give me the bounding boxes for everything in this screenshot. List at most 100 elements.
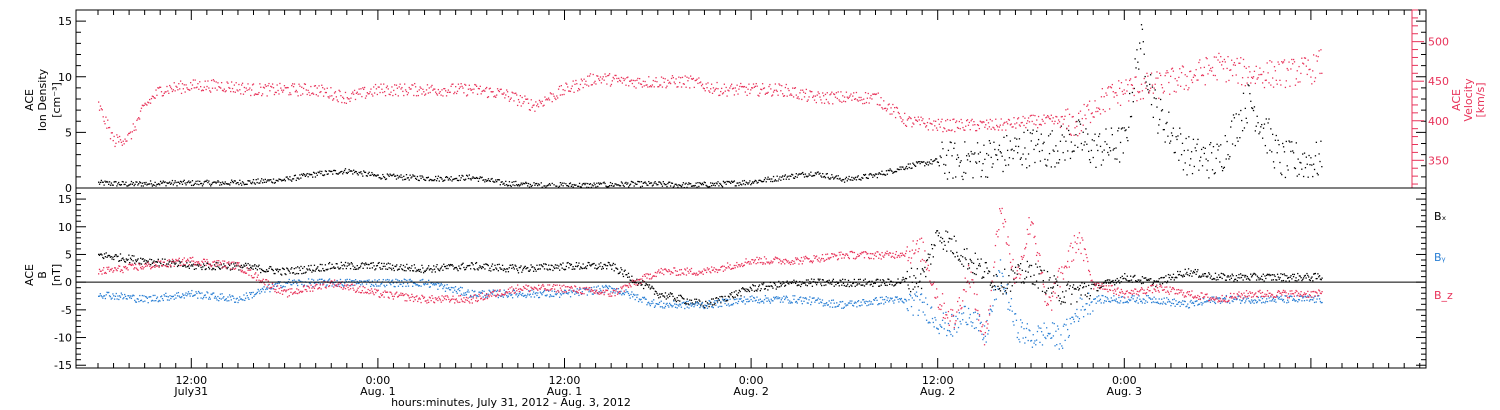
velocity-point bbox=[924, 126, 927, 128]
velocity-point bbox=[690, 78, 693, 80]
velocity-point bbox=[603, 79, 605, 81]
b-bx-point bbox=[1127, 280, 1129, 282]
velocity-point bbox=[926, 121, 929, 124]
b-bx-point bbox=[1312, 280, 1314, 282]
density-point bbox=[453, 178, 455, 180]
b-bx-point bbox=[1271, 279, 1273, 281]
density-point bbox=[142, 185, 144, 187]
density-point bbox=[134, 183, 136, 186]
b-bx-point bbox=[1078, 288, 1081, 290]
density-point bbox=[214, 181, 216, 183]
density-point bbox=[296, 177, 298, 179]
density-point bbox=[560, 184, 562, 186]
b-by-point bbox=[371, 280, 374, 282]
velocity-point bbox=[406, 94, 409, 96]
velocity-point bbox=[986, 128, 989, 130]
b-bx-point bbox=[995, 273, 997, 276]
b-bx-point bbox=[1037, 287, 1039, 289]
b-bx-point bbox=[956, 251, 958, 254]
density-point bbox=[457, 179, 460, 182]
b-bx-point bbox=[211, 269, 213, 271]
density-point bbox=[115, 181, 117, 183]
density-point bbox=[582, 182, 584, 185]
b-bx-point bbox=[550, 264, 552, 266]
velocity-point bbox=[1132, 87, 1134, 90]
b-bx-point bbox=[671, 293, 673, 295]
velocity-point bbox=[728, 90, 730, 92]
velocity-point bbox=[569, 90, 572, 93]
velocity-point bbox=[175, 85, 177, 87]
b-bx-point bbox=[520, 265, 522, 267]
velocity-point bbox=[767, 91, 769, 94]
density-point bbox=[868, 174, 870, 176]
velocity-point bbox=[774, 83, 777, 85]
density-point bbox=[300, 177, 302, 179]
b-bx-point bbox=[1126, 275, 1128, 277]
velocity-point bbox=[424, 93, 427, 95]
density-point bbox=[1156, 106, 1158, 108]
b-by-point bbox=[391, 279, 394, 281]
b-bx-point bbox=[702, 305, 704, 307]
velocity-point bbox=[1147, 75, 1149, 77]
b-bx-point bbox=[922, 269, 924, 271]
velocity-point bbox=[431, 84, 433, 87]
b-by-point bbox=[210, 293, 212, 295]
b-bx-point bbox=[1025, 270, 1027, 272]
b-by-point bbox=[253, 295, 255, 298]
b-bx-point bbox=[934, 244, 936, 247]
density-point bbox=[1129, 116, 1132, 118]
b-bx-point bbox=[286, 267, 288, 269]
velocity-point bbox=[973, 121, 975, 123]
density-point bbox=[189, 181, 192, 183]
velocity-point bbox=[1168, 81, 1170, 84]
b-bx-point bbox=[590, 264, 593, 266]
b-by-point bbox=[398, 280, 400, 282]
velocity-point bbox=[871, 98, 873, 100]
velocity-point bbox=[320, 90, 322, 93]
density-point bbox=[1085, 128, 1087, 130]
velocity-point bbox=[948, 129, 950, 131]
density-point bbox=[730, 182, 732, 184]
velocity-point bbox=[237, 90, 239, 92]
b-bx-point bbox=[485, 263, 487, 265]
density-point bbox=[592, 185, 594, 187]
b-bx-point bbox=[965, 258, 967, 261]
density-point bbox=[506, 183, 508, 186]
density-point bbox=[116, 185, 118, 187]
density-point bbox=[286, 176, 288, 178]
density-point bbox=[179, 182, 181, 185]
velocity-point bbox=[931, 123, 933, 125]
velocity-point bbox=[852, 95, 854, 97]
velocity-point bbox=[1021, 121, 1023, 124]
b-bx-point bbox=[334, 267, 337, 269]
b-by-point bbox=[155, 297, 158, 300]
b-bx-point bbox=[1097, 290, 1099, 292]
velocity-point bbox=[482, 90, 484, 92]
velocity-point bbox=[742, 86, 745, 88]
b-bx-point bbox=[304, 272, 306, 274]
density-point bbox=[1142, 41, 1144, 43]
density-point bbox=[668, 181, 670, 183]
density-point bbox=[997, 149, 1000, 151]
density-point bbox=[975, 161, 977, 163]
b-bx-point bbox=[781, 283, 783, 285]
density-point bbox=[361, 173, 363, 175]
b-by-point bbox=[497, 296, 499, 299]
velocity-point bbox=[227, 82, 229, 84]
b-bx-point bbox=[136, 259, 138, 261]
density-point bbox=[1118, 161, 1121, 163]
b-bx-point bbox=[588, 262, 590, 264]
b-by-point bbox=[163, 294, 165, 296]
b-bx-point bbox=[1240, 276, 1243, 279]
b-bx-point bbox=[1270, 274, 1272, 276]
density-point bbox=[1260, 126, 1262, 128]
velocity-point bbox=[392, 94, 394, 97]
b-bx-point bbox=[272, 269, 274, 272]
velocity-point bbox=[435, 93, 438, 95]
density-point bbox=[1040, 133, 1042, 135]
velocity-point bbox=[197, 83, 199, 85]
density-point bbox=[549, 184, 552, 186]
velocity-point bbox=[730, 85, 732, 87]
b-by-point bbox=[111, 297, 113, 299]
b-bx-point bbox=[443, 263, 445, 265]
